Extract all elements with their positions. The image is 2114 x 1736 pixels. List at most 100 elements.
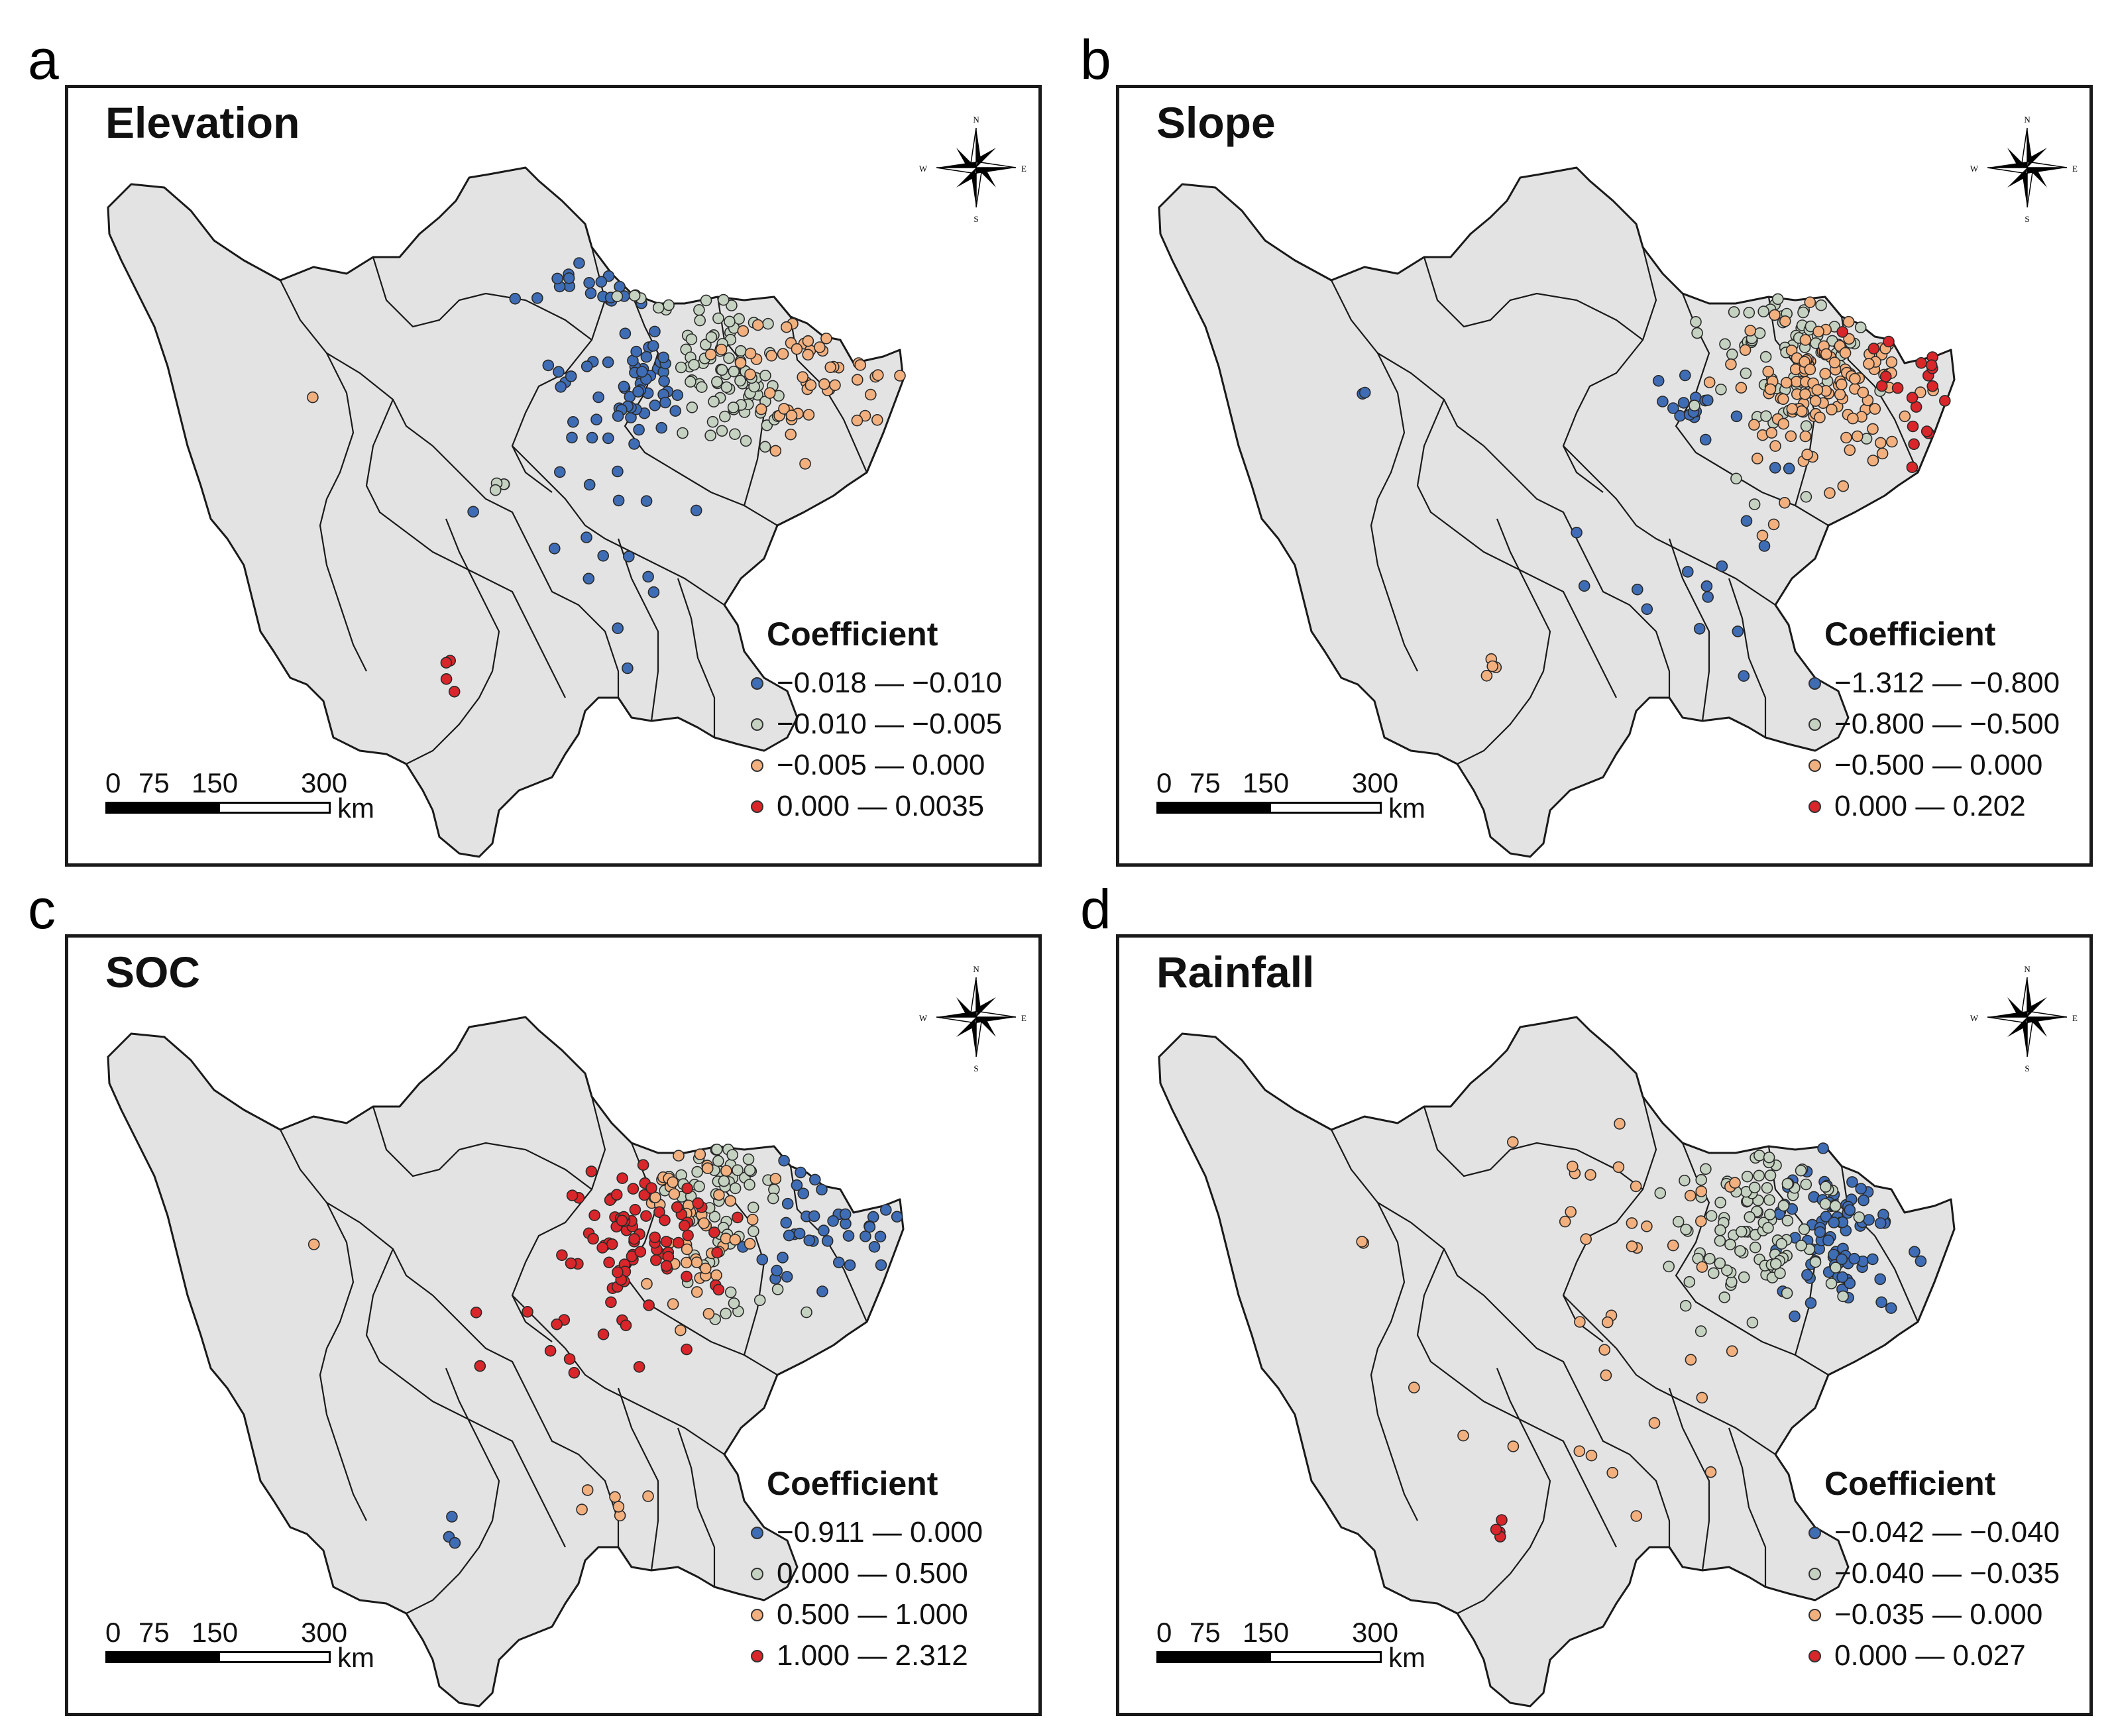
sample-point-green	[663, 299, 675, 311]
sample-point-green	[708, 1211, 721, 1223]
county-boundary	[1370, 1202, 1418, 1521]
sample-point-green	[1680, 1223, 1692, 1236]
sample-point-green	[759, 369, 771, 382]
sample-point-orange	[1667, 1239, 1679, 1252]
sample-point-blue	[1641, 603, 1653, 616]
sample-point-blue	[612, 494, 625, 507]
county-boundary	[677, 1427, 716, 1587]
sample-point-blue	[1875, 1296, 1887, 1309]
county-boundary	[1483, 1295, 1671, 1547]
sample-point-blue	[880, 1204, 892, 1216]
sample-point-red	[603, 1256, 615, 1269]
sample-point-orange	[1819, 368, 1831, 380]
legend-label: 0.500 — 1.000	[777, 1598, 968, 1631]
sample-point-orange	[1844, 444, 1856, 457]
sample-point-blue	[793, 1227, 806, 1240]
legend-label: −0.500 — 0.000	[1834, 749, 2043, 781]
sample-point-orange	[1696, 1261, 1708, 1274]
sample-point-blue	[649, 399, 661, 411]
sample-point-orange	[1836, 378, 1848, 390]
sample-point-orange	[1480, 669, 1493, 682]
sample-point-blue	[795, 1166, 807, 1179]
scale-segment-black	[1156, 1651, 1269, 1663]
sample-point-green	[1714, 1234, 1726, 1247]
legend-label: −0.042 — −0.040	[1834, 1516, 2060, 1548]
sample-point-green	[1781, 1287, 1793, 1299]
sample-point-blue	[1805, 1297, 1817, 1309]
sample-point-blue	[1817, 1142, 1829, 1154]
sample-point-blue	[1801, 1269, 1813, 1281]
sample-point-orange	[802, 349, 814, 361]
sample-point-red	[563, 1353, 576, 1365]
sample-point-red	[616, 1215, 628, 1226]
sample-point-orange	[1840, 431, 1852, 444]
sample-point-blue	[1667, 402, 1679, 414]
legend-swatch	[751, 718, 763, 731]
sample-point-green	[753, 1294, 766, 1307]
sample-point-orange	[691, 1256, 703, 1269]
sample-point-orange	[1685, 1354, 1697, 1366]
sample-point-red	[616, 1172, 628, 1185]
sample-point-blue	[449, 1537, 461, 1549]
county-boundary	[372, 256, 592, 341]
sample-point-blue	[542, 359, 555, 372]
sample-point-red	[681, 1270, 693, 1283]
sample-point-green	[1672, 1215, 1685, 1228]
legend-title: Coefficient	[767, 616, 938, 653]
sample-point-red	[1879, 370, 1892, 383]
sample-point-green	[1825, 1277, 1838, 1289]
sample-point-green	[1715, 383, 1727, 396]
sample-point-orange	[702, 1307, 715, 1320]
sample-point-green	[1734, 1245, 1746, 1257]
sample-point-orange	[1725, 358, 1737, 370]
sample-point-blue	[842, 1230, 855, 1242]
sample-point-blue	[446, 1511, 458, 1523]
sample-point-green	[705, 331, 718, 343]
sample-point-orange	[1777, 417, 1790, 430]
compass-label-e: E	[2072, 1013, 2078, 1023]
compass-label-e: E	[1021, 1013, 1027, 1023]
legend-swatch	[1808, 1608, 1821, 1621]
sample-point-orange	[1769, 440, 1781, 452]
sample-point-green	[1795, 1164, 1807, 1177]
sample-point-green	[708, 396, 720, 407]
sample-point-green	[1695, 1173, 1708, 1186]
legend-item: −0.911 — 0.000	[751, 1512, 983, 1553]
sample-point-orange	[1739, 344, 1752, 356]
legend-item: −0.500 — 0.000	[1808, 745, 2060, 786]
sample-point-green	[1763, 1151, 1775, 1164]
scale-tick-label: 150	[1243, 1617, 1290, 1648]
map-svg: N S E W	[107, 964, 1027, 1708]
sample-point-green	[1700, 1163, 1712, 1175]
sample-point-red	[474, 1360, 486, 1372]
sample-point-orange	[715, 343, 728, 356]
county-boundary	[432, 445, 620, 698]
sample-point-blue	[1848, 1252, 1860, 1265]
legend-label: 0.000 — 0.500	[777, 1557, 968, 1590]
sample-point-blue	[781, 1271, 793, 1283]
sample-point-blue	[583, 572, 595, 585]
sample-point-orange	[1857, 386, 1869, 399]
sample-point-red	[597, 1328, 610, 1340]
sample-point-green	[1763, 1209, 1776, 1221]
sample-point-red	[1490, 1523, 1502, 1536]
sample-point-orange	[581, 1484, 594, 1496]
north-arrow-icon: N S E W	[919, 115, 1027, 224]
legend-label: 0.000 — 0.027	[1834, 1639, 2026, 1672]
sample-point-orange	[854, 359, 866, 371]
sample-point-orange	[777, 348, 789, 360]
sample-point-orange	[699, 1262, 712, 1275]
sample-point-green	[762, 317, 774, 330]
sample-point-blue	[581, 531, 592, 543]
sample-point-green	[611, 290, 624, 303]
county-boundary	[1370, 353, 1418, 672]
sample-point-blue	[827, 1215, 839, 1227]
county-boundary	[512, 445, 725, 606]
sample-point-blue	[573, 257, 585, 269]
legend-label: −0.800 — −0.500	[1834, 708, 2060, 740]
sample-point-orange	[818, 378, 830, 390]
sample-point-green	[1830, 1262, 1842, 1274]
sample-point-orange	[1704, 1466, 1717, 1478]
sample-point-orange	[737, 325, 750, 337]
sample-point-orange	[1601, 1316, 1614, 1329]
